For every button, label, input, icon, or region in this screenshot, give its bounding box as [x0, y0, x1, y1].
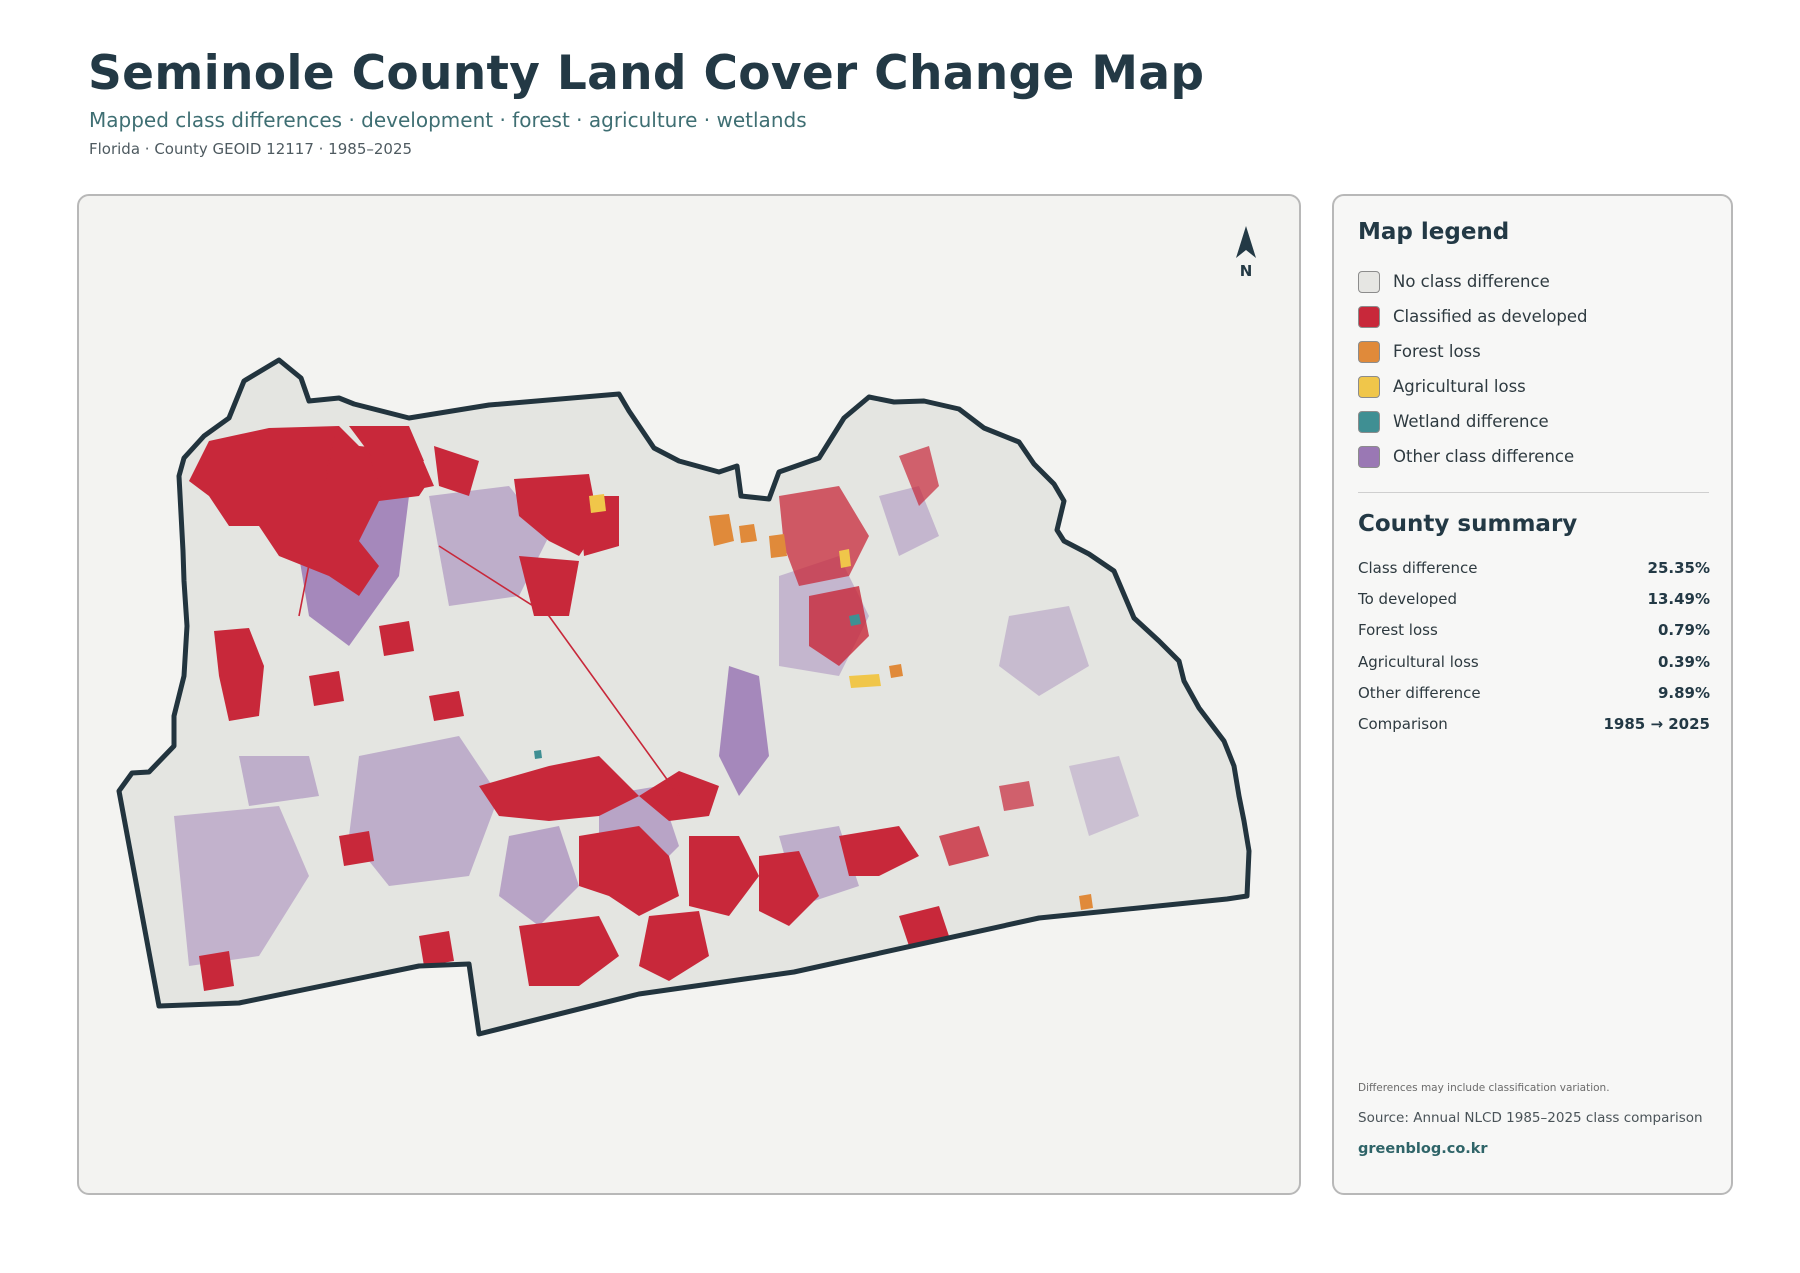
summary-value: 25.35%: [1647, 558, 1710, 577]
footnote: Differences may include classification v…: [1358, 1082, 1610, 1094]
page-meta: Florida · County GEOID 12117 · 1985–2025: [89, 140, 413, 158]
summary-label: To developed: [1358, 589, 1458, 608]
summary-label: Other difference: [1358, 683, 1481, 702]
legend-swatch: [1358, 375, 1380, 398]
legend-label: Other class difference: [1393, 447, 1575, 466]
source-text: Source: Annual NLCD 1985–2025 class comp…: [1358, 1110, 1703, 1126]
north-arrow-icon: [1236, 226, 1256, 258]
summary-list: Class difference 25.35% To developed 13.…: [1358, 552, 1710, 740]
legend-swatch: [1358, 410, 1380, 433]
summary-value: 1985 → 2025: [1603, 715, 1710, 734]
summary-label: Class difference: [1358, 558, 1478, 577]
legend-label: Agricultural loss: [1393, 377, 1526, 396]
summary-row-class-difference: Class difference 25.35%: [1358, 552, 1710, 583]
north-arrow: N: [1220, 222, 1272, 286]
legend-label: No class difference: [1393, 272, 1550, 291]
legend-label: Forest loss: [1393, 342, 1481, 361]
legend-item-developed: Classified as developed: [1358, 299, 1588, 334]
legend-label: Classified as developed: [1393, 307, 1588, 326]
summary-label: Comparison: [1358, 715, 1448, 734]
summary-row-to-developed: To developed 13.49%: [1358, 583, 1710, 614]
county-boundary: [116, 357, 1252, 1037]
legend-item-wetland-difference: Wetland difference: [1358, 404, 1588, 439]
road-lines: [298, 435, 680, 797]
county-map[interactable]: [79, 196, 1301, 1195]
page-title: Seminole County Land Cover Change Map: [88, 46, 1205, 101]
developed-patches: [189, 426, 1034, 991]
legend-divider: [1358, 492, 1709, 493]
legend-swatch: [1358, 340, 1380, 363]
legend-swatch: [1358, 270, 1380, 293]
forest-loss-patches: [709, 514, 1093, 910]
legend-panel: Map legend No class difference Classifie…: [1332, 194, 1733, 1195]
legend-item-agricultural-loss: Agricultural loss: [1358, 369, 1588, 404]
north-label: N: [1239, 262, 1253, 280]
summary-value: 9.89%: [1657, 683, 1710, 702]
agricultural-loss-patches: [589, 494, 881, 688]
summary-row-other-difference: Other difference 9.89%: [1358, 677, 1710, 708]
legend-swatch: [1358, 305, 1380, 328]
summary-row-forest-loss: Forest loss 0.79%: [1358, 615, 1710, 646]
credit-link[interactable]: greenblog.co.kr: [1358, 1141, 1488, 1157]
summary-value: 0.79%: [1657, 621, 1710, 640]
legend-item-forest-loss: Forest loss: [1358, 334, 1588, 369]
summary-row-comparison: Comparison 1985 → 2025: [1358, 708, 1710, 739]
legend-title: Map legend: [1358, 219, 1510, 245]
summary-label: Agricultural loss: [1358, 652, 1479, 671]
legend-list: No class difference Classified as develo…: [1358, 264, 1588, 474]
legend-label: Wetland difference: [1393, 412, 1549, 431]
page-subtitle: Mapped class differences · development ·…: [89, 108, 807, 132]
change-patches: [174, 426, 1139, 991]
summary-value: 0.39%: [1657, 652, 1710, 671]
legend-item-no-difference: No class difference: [1358, 264, 1588, 299]
legend-item-other-difference: Other class difference: [1358, 439, 1588, 474]
summary-title: County summary: [1358, 511, 1578, 537]
map-panel[interactable]: [77, 194, 1301, 1195]
summary-value: 13.49%: [1647, 589, 1710, 608]
summary-row-agricultural-loss: Agricultural loss 0.39%: [1358, 646, 1710, 677]
legend-swatch: [1358, 445, 1380, 468]
summary-label: Forest loss: [1358, 621, 1438, 640]
